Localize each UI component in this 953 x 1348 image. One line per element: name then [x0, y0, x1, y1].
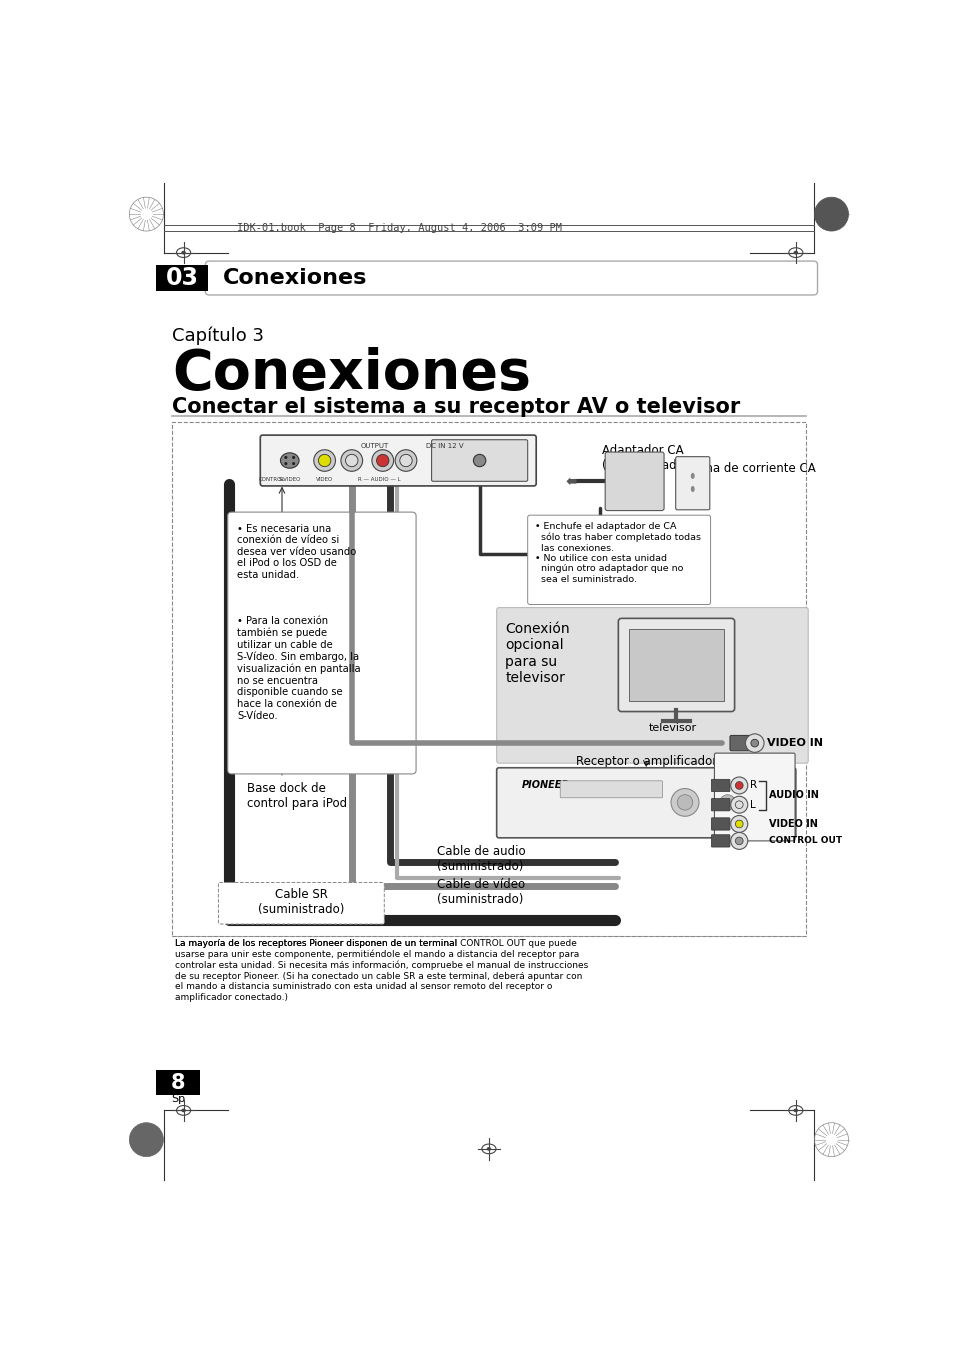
Text: Cable de vídeo
(suministrado): Cable de vídeo (suministrado) — [436, 878, 524, 906]
FancyBboxPatch shape — [228, 512, 416, 774]
Circle shape — [735, 801, 742, 809]
Text: CONTROL: CONTROL — [258, 477, 285, 481]
Circle shape — [814, 197, 847, 231]
Circle shape — [372, 450, 394, 472]
Text: 03: 03 — [166, 266, 198, 290]
Text: • Para la conexión
también se puede
utilizar un cable de
S-Vídeo. Sin embargo, l: • Para la conexión también se puede util… — [236, 616, 360, 721]
Text: televisor: televisor — [648, 723, 696, 733]
Circle shape — [713, 789, 740, 817]
FancyBboxPatch shape — [711, 798, 729, 811]
Text: DC IN 12 V: DC IN 12 V — [425, 443, 463, 449]
Text: IDK-01.book  Page 8  Friday, August 4, 2006  3:09 PM: IDK-01.book Page 8 Friday, August 4, 200… — [236, 222, 561, 233]
Circle shape — [473, 454, 485, 466]
FancyBboxPatch shape — [527, 515, 710, 604]
Text: S-VIDEO: S-VIDEO — [278, 477, 300, 481]
Text: Capítulo 3: Capítulo 3 — [172, 326, 264, 345]
FancyBboxPatch shape — [497, 608, 807, 763]
FancyBboxPatch shape — [260, 435, 536, 485]
Text: L: L — [749, 799, 755, 810]
Ellipse shape — [690, 473, 694, 479]
FancyBboxPatch shape — [711, 779, 729, 791]
Circle shape — [340, 450, 362, 472]
Text: Conectar el sistema a su receptor AV o televisor: Conectar el sistema a su receptor AV o t… — [172, 396, 740, 417]
Circle shape — [735, 820, 742, 828]
FancyBboxPatch shape — [711, 834, 729, 847]
Circle shape — [670, 789, 699, 817]
Circle shape — [314, 450, 335, 472]
Ellipse shape — [487, 1147, 490, 1150]
Ellipse shape — [280, 453, 298, 468]
Text: 8: 8 — [171, 1073, 185, 1093]
Circle shape — [730, 833, 747, 849]
FancyBboxPatch shape — [604, 452, 663, 511]
Circle shape — [292, 462, 294, 465]
Ellipse shape — [794, 252, 797, 253]
Ellipse shape — [794, 1109, 797, 1112]
Text: La mayoría de los receptores Pioneer disponen de un terminal CONTROL OUT que pue: La mayoría de los receptores Pioneer dis… — [174, 940, 588, 1002]
Text: Receptor o amplificador: Receptor o amplificador — [575, 755, 716, 767]
FancyBboxPatch shape — [205, 262, 817, 295]
Text: Adaptador CA
(suministrado): Adaptador CA (suministrado) — [601, 445, 688, 472]
Text: La mayoría de los receptores Pioneer disponen de un terminal: La mayoría de los receptores Pioneer dis… — [174, 940, 459, 949]
Text: AUDIO IN: AUDIO IN — [768, 790, 818, 801]
Circle shape — [376, 454, 389, 466]
FancyBboxPatch shape — [559, 780, 661, 798]
Circle shape — [730, 776, 747, 794]
Text: VIDEO: VIDEO — [315, 477, 333, 481]
Text: R — AUDIO — L: R — AUDIO — L — [357, 477, 399, 481]
Circle shape — [744, 733, 763, 752]
Ellipse shape — [182, 1109, 185, 1112]
Text: • Enchufe el adaptador de CA
  sólo tras haber completado todas
  las conexiones: • Enchufe el adaptador de CA sólo tras h… — [535, 522, 700, 584]
Circle shape — [345, 454, 357, 466]
Circle shape — [720, 795, 735, 810]
Circle shape — [730, 797, 747, 813]
Circle shape — [735, 837, 742, 845]
FancyBboxPatch shape — [497, 768, 795, 838]
Circle shape — [318, 454, 331, 466]
Circle shape — [395, 450, 416, 472]
Text: Cable SR
(suministrado): Cable SR (suministrado) — [258, 888, 344, 915]
Circle shape — [735, 782, 742, 790]
Circle shape — [750, 739, 758, 747]
Text: Conexiones: Conexiones — [172, 346, 531, 400]
Text: OUTPUT: OUTPUT — [360, 443, 389, 449]
Text: VIDEO IN: VIDEO IN — [766, 739, 822, 748]
Text: Toma de corriente CA: Toma de corriente CA — [688, 462, 815, 474]
Text: Conexión
opcional
para su
televisor: Conexión opcional para su televisor — [505, 623, 569, 685]
Text: CONTROL OUT: CONTROL OUT — [768, 836, 841, 845]
FancyArrow shape — [566, 477, 576, 485]
Ellipse shape — [690, 485, 694, 492]
Text: Base dock de
control para iPod: Base dock de control para iPod — [247, 782, 347, 810]
FancyBboxPatch shape — [675, 457, 709, 510]
Circle shape — [130, 1123, 163, 1157]
Circle shape — [284, 462, 287, 465]
Text: VIDEO IN: VIDEO IN — [768, 820, 817, 829]
Circle shape — [399, 454, 412, 466]
Text: PIONEER: PIONEER — [521, 780, 570, 790]
FancyBboxPatch shape — [156, 266, 208, 291]
FancyBboxPatch shape — [629, 630, 723, 701]
Text: Cable de audio
(suministrado): Cable de audio (suministrado) — [436, 845, 525, 872]
Ellipse shape — [182, 252, 185, 253]
FancyBboxPatch shape — [172, 422, 805, 936]
FancyBboxPatch shape — [714, 754, 794, 841]
Circle shape — [292, 456, 294, 458]
FancyBboxPatch shape — [729, 736, 749, 751]
Text: Sp: Sp — [171, 1093, 185, 1104]
Text: Conexiones: Conexiones — [223, 268, 367, 288]
FancyBboxPatch shape — [711, 818, 729, 830]
Text: R: R — [749, 780, 757, 790]
FancyBboxPatch shape — [156, 1070, 199, 1095]
FancyBboxPatch shape — [618, 619, 734, 712]
Text: • Es necesaria una
conexión de vídeo si
desea ver vídeo usando
el iPod o los OSD: • Es necesaria una conexión de vídeo si … — [236, 523, 355, 580]
FancyBboxPatch shape — [218, 883, 384, 925]
Circle shape — [677, 795, 692, 810]
FancyBboxPatch shape — [431, 439, 527, 481]
Circle shape — [284, 456, 287, 458]
Circle shape — [730, 816, 747, 833]
